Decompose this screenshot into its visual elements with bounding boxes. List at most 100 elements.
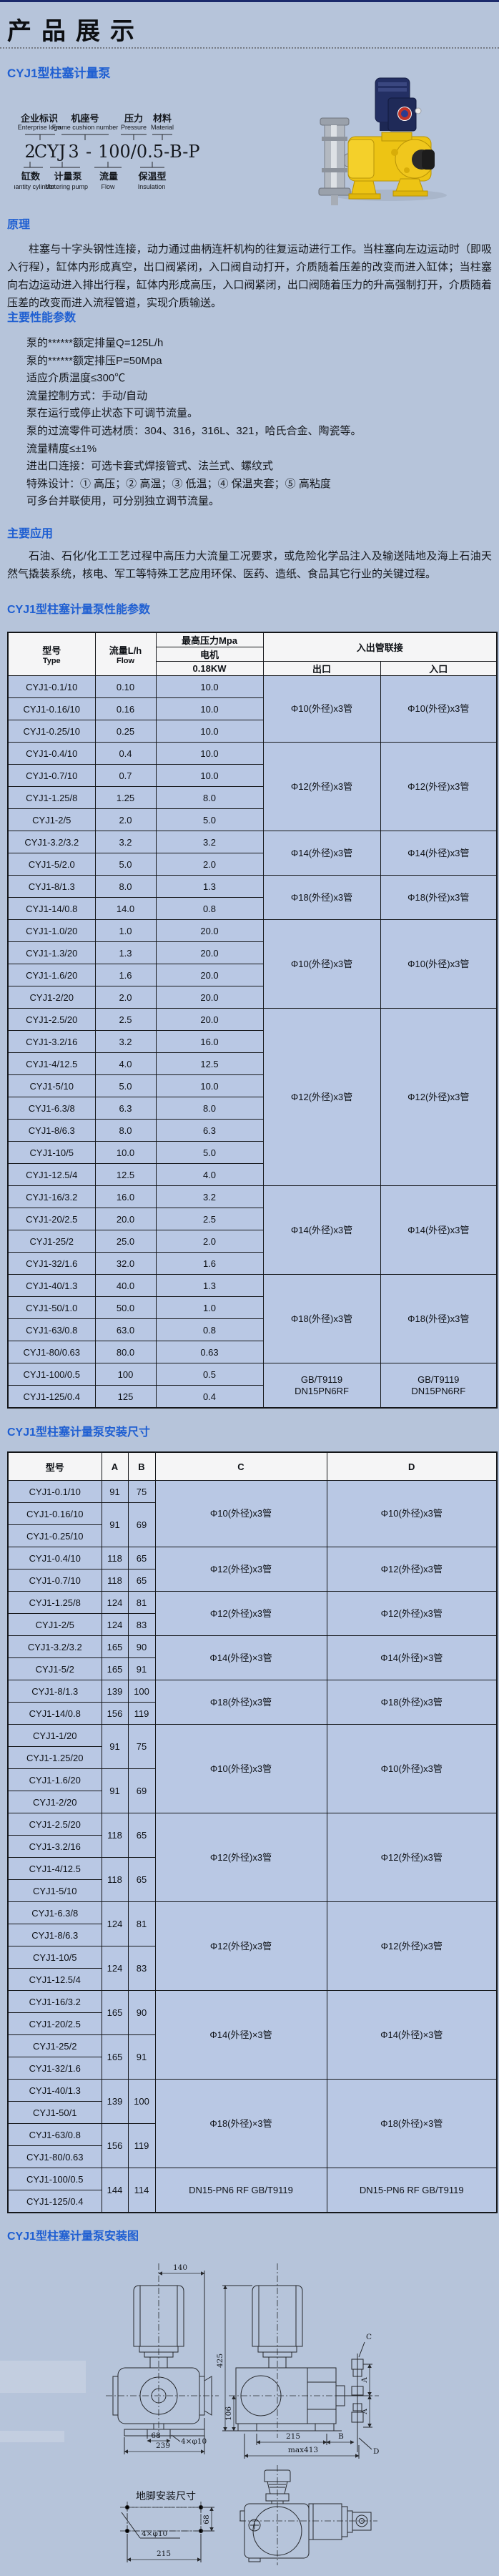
cell-model: CYJ1-0.4/10	[7, 742, 96, 765]
table-row: CYJ1-0.1/10 91 75 Φ10(外径)x3管 Φ10(外径)x3管	[7, 1480, 498, 1547]
cell-dim-c: Φ12(外径)x3管	[154, 1547, 327, 1592]
table-row: CYJ1-100/0.5 144 114 DN15-PN6 RF GB/T9119 DN…	[7, 2168, 498, 2213]
table-row: CYJ1-1.6/20 91 69	[7, 1768, 497, 1813]
th-model-en: Type	[42, 657, 61, 665]
cell-dim-d: Φ18(外径)x3管	[326, 1680, 498, 1725]
cell-flow: 80.0	[94, 1341, 157, 1363]
dimensions-table-body: CYJ1-0.1/10 91 75 Φ10(外径)x3管 Φ10(外径)x3管 CYJ1-…	[7, 1480, 498, 2213]
table-row: CYJ1-16/3.2 16.0 3.2 Φ14(外径)x3管 Φ14(外径)x3管	[7, 1185, 498, 1275]
th-motor: 电机	[155, 647, 264, 662]
cell-pressure: 5.0	[155, 808, 264, 831]
cell-flow: 63.0	[94, 1318, 157, 1341]
cell-pressure: 8.0	[155, 786, 264, 809]
cell-outlet: Φ10(外径)x3管	[262, 675, 381, 743]
cell-model: CYJ1-12.5/4	[7, 1163, 96, 1186]
table-row: CYJ1-8/1.3 8.0 1.3 Φ18(外径)x3管 Φ18(外径)x3管	[7, 875, 498, 920]
cell-model: CYJ1-5/10	[7, 1074, 96, 1097]
cell-flow: 1.25	[94, 786, 157, 809]
dim-max413: max413	[288, 2446, 318, 2454]
table-row: CYJ1-3.2/3.2 3.2 3.2 Φ14(外径)x3管 Φ14(外径)x3管	[7, 831, 498, 876]
table-row: CYJ1-10/5 124 83	[7, 1946, 497, 1991]
cell-inlet: Φ18(外径)x3管	[380, 1274, 498, 1363]
th2-c: C	[154, 1451, 327, 1481]
cell-dim-b: 65	[127, 1547, 156, 1569]
scan-band	[0, 2361, 86, 2393]
cell-model: CYJ1-100/0.5	[7, 2168, 102, 2190]
table-row: CYJ1-2/20	[7, 1791, 497, 1813]
label-pressure-zh: 压力	[124, 113, 143, 124]
cell-flow: 1.3	[94, 941, 157, 964]
cell-dim-b: 65	[127, 1857, 156, 1902]
cell-model: CYJ1-12.5/4	[7, 1968, 102, 1991]
table-row: CYJ1-5/2.0 5.0 2.0	[7, 853, 497, 876]
th-pipe: 入出管联接	[262, 632, 498, 662]
cell-inlet: GB/T9119 DN15PN6RF	[380, 1363, 498, 1409]
cell-model: CYJ1-1.25/8	[7, 786, 96, 809]
label-cylinders-zh: 缸数	[21, 171, 41, 182]
pump-motor	[375, 77, 422, 132]
table-row: CYJ1-12.5/4 12.5 4.0	[7, 1163, 497, 1186]
foot-mounting-view: 地脚安装尺寸 68 4×φ10 215	[120, 2490, 214, 2562]
cell-flow: 14.0	[94, 897, 157, 920]
cell-model: CYJ1-8/6.3	[7, 1119, 96, 1142]
cell-pressure: 3.2	[155, 1185, 264, 1208]
cell-dim-a: 156	[101, 1702, 129, 1725]
side-view: 425 106 C A A D 215 B max413	[216, 2263, 379, 2459]
cell-pressure: 2.5	[155, 1208, 264, 1230]
cell-dim-b: 90	[127, 1990, 156, 2035]
cell-dim-a: 165	[101, 1990, 129, 2035]
cell-dim-c: Φ10(外径)x3管	[154, 1724, 327, 1813]
cell-inlet: Φ12(外径)x3管	[380, 742, 498, 831]
cell-pressure: 0.63	[155, 1341, 264, 1363]
table-row: CYJ1-1.25/8 124 81 Φ12(外径)x3管 Φ12(外径)x3管	[7, 1591, 498, 1636]
dim-239: 239	[156, 2442, 170, 2450]
cell-dim-d: Φ12(外径)x3管	[326, 1901, 498, 1991]
cell-dim-a: 165	[101, 1635, 129, 1658]
code-part-brand: CY	[34, 142, 59, 162]
cell-model: CYJ1-2/20	[7, 986, 96, 1009]
table-row: CYJ1-2/5 2.0 5.0	[7, 808, 497, 831]
scan-band	[0, 2431, 64, 2442]
cell-model: CYJ1-1/20	[7, 1724, 102, 1747]
cell-model: CYJ1-63/0.8	[7, 1318, 96, 1341]
table-row: CYJ1-1/20 91 75 Φ10(外径)x3管 Φ10(外径)x3管	[7, 1724, 498, 1813]
cell-outlet: GB/T9119 DN15PN6RF	[262, 1363, 381, 1409]
code-part-dash: -	[86, 142, 92, 162]
cell-model: CYJ1-4/12.5	[7, 1052, 96, 1075]
label-cylinders-en: Quantity cylinder	[14, 183, 55, 190]
table-row: CYJ1-125/0.4 125 0.4	[7, 1385, 497, 1409]
cell-pressure: 1.0	[155, 1296, 264, 1319]
cell-pressure: 10.0	[155, 720, 264, 743]
label-c: C	[366, 2333, 372, 2341]
cell-dim-b: 119	[127, 1702, 156, 1725]
cell-flow: 3.2	[94, 1030, 157, 1053]
code-part-pump: J	[56, 142, 66, 162]
label-b: B	[338, 2432, 344, 2441]
cell-flow: 8.0	[94, 1119, 157, 1142]
cell-dim-a: 165	[101, 1657, 129, 1680]
cell-model: CYJ1-2/5	[7, 808, 96, 831]
cell-model: CYJ1-0.25/10	[7, 720, 96, 743]
table1-heading: CYJ1型柱塞计量泵性能参数	[7, 604, 151, 616]
performance-table: 型号 Type 流量L/h Flow 最高压力Mpa 入出管联接 电机 0.18…	[7, 632, 498, 1409]
table-row: CYJ1-0.25/10 0.25 10.0	[7, 720, 497, 743]
product-title: CYJ1型柱塞计量泵	[7, 67, 111, 80]
cell-dim-c: Φ12(外径)x3管	[154, 1591, 327, 1636]
cell-dim-b: 83	[127, 1613, 156, 1636]
th-model-zh: 型号	[42, 645, 61, 656]
cell-model: CYJ1-0.25/10	[7, 1524, 102, 1547]
cell-model: CYJ1-125/0.4	[7, 1385, 96, 1409]
model-code-bottom-labels: 缸数 Quantity cylinder 计量泵 Metering pump 流…	[14, 162, 167, 190]
performance-table-header: 型号 Type 流量L/h Flow 最高压力Mpa 入出管联接 电机 0.18…	[7, 632, 498, 676]
cell-model: CYJ1-40/1.3	[7, 2079, 102, 2102]
cell-inlet: Φ14(外径)x3管	[380, 831, 498, 876]
cell-dim-b: 65	[127, 1569, 156, 1592]
cell-model: CYJ1-0.1/10	[7, 1480, 102, 1503]
cell-flow: 8.0	[94, 875, 157, 898]
dim-215-side: 215	[286, 2432, 300, 2441]
cell-dim-d: DN15-PN6 RF GB/T9119	[326, 2168, 498, 2213]
cell-pressure: 8.0	[155, 1097, 264, 1120]
cell-dim-a: 124	[101, 1901, 129, 1946]
cell-dim-b: 91	[127, 1657, 156, 1680]
table-row: CYJ1-125/0.4	[7, 2190, 497, 2213]
